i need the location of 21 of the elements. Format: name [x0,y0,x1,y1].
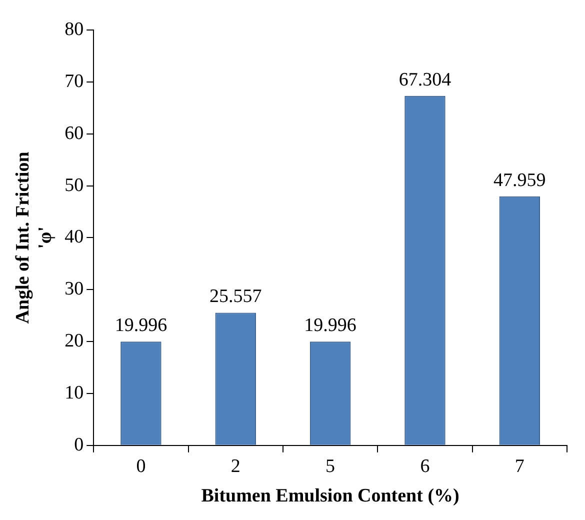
data-label: 67.304 [398,69,452,90]
data-label: 19.996 [114,315,168,336]
y-tick-label: 40 [64,226,84,248]
y-tick-label: 80 [64,18,84,40]
y-tick-label: 70 [64,70,84,92]
y-tick-label: 20 [64,330,84,352]
y-axis-title: Angle of Int. Friction 'φ' [12,151,56,324]
y-tick-label: 30 [64,278,84,300]
y-tick-label: 50 [64,174,84,196]
x-tick-label: 5 [326,456,336,477]
data-label: 47.959 [494,170,546,191]
x-tick-label: 0 [136,456,146,477]
x-tick-label: 7 [514,456,524,477]
y-tick-label: 0 [74,434,84,456]
data-label: 19.996 [304,315,356,336]
y-tick-label: 60 [64,122,84,144]
x-tick-label: 2 [230,456,240,477]
x-tick-label: 6 [420,456,430,477]
x-axis-title: Bitumen Emulsion Content (%) [201,486,460,507]
data-label: 25.557 [209,286,262,308]
y-tick-label: 10 [64,382,84,404]
